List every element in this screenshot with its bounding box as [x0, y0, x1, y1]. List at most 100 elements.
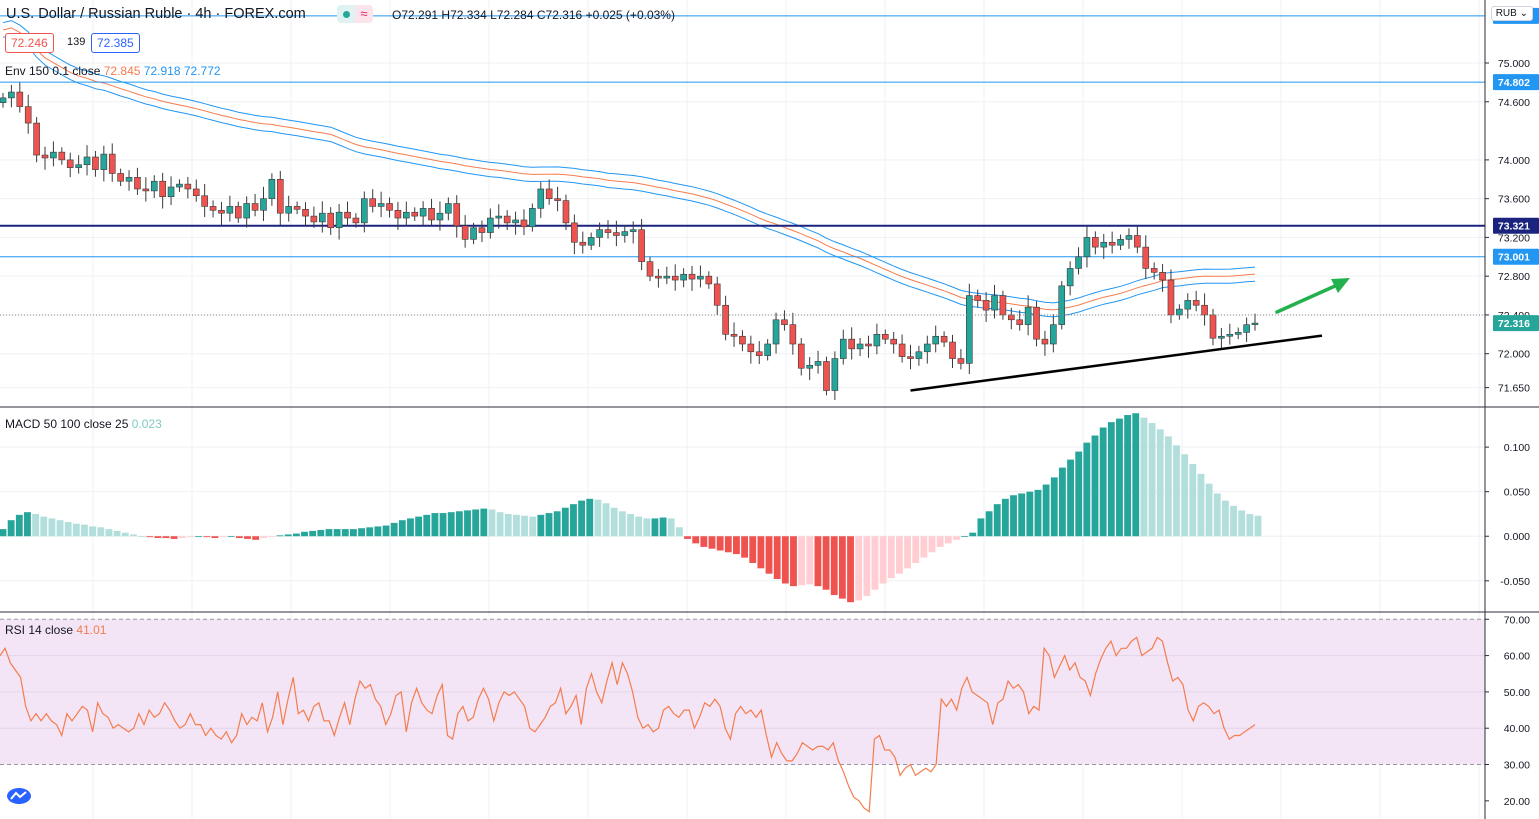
candle-down [352, 217, 360, 224]
rsi-tick-label: 30.00 [1504, 760, 1530, 772]
macd-bar [32, 513, 40, 537]
ohlc-values: O72.291 H72.334 L72.284 C72.316 +0.025 (… [392, 8, 675, 22]
candle-down [369, 198, 377, 207]
macd-bar [97, 527, 105, 537]
macd-bar [594, 499, 602, 537]
macd-bar [455, 511, 463, 537]
candle-up [377, 203, 385, 207]
candle-down [797, 343, 805, 369]
macd-bar [105, 529, 113, 537]
currency-button[interactable]: RUB ⌄ [1490, 6, 1533, 21]
green-arrow-drawing[interactable] [1275, 278, 1350, 314]
macd-bar [56, 520, 64, 537]
candle-down [41, 154, 49, 159]
envelope-legend[interactable]: Env 150 0.1 close 72.845 72.918 72.772 [5, 64, 221, 78]
price-axis[interactable]: 75.00074.60074.00073.60073.20072.80072.4… [1485, 7, 1539, 808]
macd-bar [407, 518, 414, 537]
macd-bar [472, 509, 480, 537]
candle-up [966, 295, 973, 364]
axis-label-bg [1493, 248, 1539, 265]
candle-down [579, 241, 587, 246]
candle-up [680, 273, 687, 281]
macd-bar [129, 534, 137, 537]
sell-button[interactable]: 72.246 [5, 33, 54, 53]
candle-down [1033, 306, 1040, 340]
candle-down [428, 208, 435, 221]
candle-up [512, 219, 519, 224]
rsi-legend[interactable]: RSI 14 close 41.01 [5, 623, 106, 637]
macd-bar [1099, 427, 1107, 537]
candle-down [503, 215, 511, 224]
candle-down [713, 283, 721, 306]
candle-down [865, 343, 872, 347]
macd-bar [1140, 417, 1148, 537]
candle-down [638, 229, 645, 262]
macd-bar [244, 536, 251, 539]
candle-down [613, 232, 620, 236]
candle-up [495, 215, 503, 219]
macd-bar [887, 536, 895, 579]
candle-down [1150, 268, 1158, 273]
price-tick-label: 73.600 [1498, 194, 1530, 206]
axis-label-text: 73.001 [1498, 252, 1530, 264]
candle-up [1117, 239, 1124, 246]
open-value: 72.291 [401, 8, 439, 22]
candle-down [344, 211, 351, 219]
candle-down [722, 304, 729, 335]
candle-down [789, 324, 797, 345]
market-status[interactable]: ≈ [337, 5, 373, 23]
macd-legend[interactable]: MACD 50 100 close 25 0.023 [5, 417, 162, 431]
candle-down [562, 200, 570, 224]
macd-bar [1067, 459, 1074, 537]
macd-bar [863, 536, 871, 596]
macd-bar [64, 521, 72, 537]
tradingview-logo-icon[interactable] [6, 787, 32, 805]
candle-up [991, 295, 998, 311]
candle-up [596, 229, 603, 238]
macd-bar [1124, 415, 1132, 537]
rsi-line [0, 636, 1256, 813]
macd-bar [1050, 477, 1058, 537]
axis-label-bg [1493, 217, 1539, 234]
candle-up [856, 343, 864, 350]
candle-up [319, 212, 326, 223]
envelope-upper [2, 20, 1256, 304]
level-price-label: 73.321 [1493, 217, 1539, 234]
macd-bar [504, 513, 512, 537]
candle-down [293, 206, 301, 210]
macd-bar [113, 530, 121, 537]
candle-down [898, 343, 906, 357]
candle-down [16, 91, 24, 107]
candle-down [58, 151, 66, 161]
envelope-lower-value: 72.772 [183, 64, 221, 78]
macd-bar [382, 525, 390, 537]
macd-bar [1107, 422, 1115, 537]
axis-label-text: 74.802 [1498, 77, 1530, 89]
candle-down [66, 159, 74, 168]
candle-down [982, 300, 990, 311]
candle-up [1075, 256, 1082, 269]
high-label: H [441, 8, 451, 22]
axis-label-bg [1493, 74, 1539, 91]
macd-bar [7, 520, 15, 537]
macd-bar [1221, 500, 1229, 537]
macd-bar [1001, 498, 1009, 537]
level-price-label: 73.001 [1493, 248, 1539, 265]
candle-down [1167, 279, 1175, 316]
horizontal-levels[interactable] [0, 15, 1485, 258]
macd-bar [847, 536, 854, 603]
symbol-title[interactable]: U.S. Dollar / Russian Ruble · 4h · FOREX… [6, 6, 306, 22]
candle-down [1192, 300, 1200, 306]
candle-up [260, 198, 267, 211]
price-tick-label: 72.800 [1498, 271, 1530, 283]
buy-button[interactable]: 72.385 [91, 33, 140, 53]
macd-bar [635, 516, 643, 537]
trendline[interactable] [910, 334, 1323, 392]
chevron-down-icon: ⌄ [1519, 8, 1528, 19]
sell-price: 72.246 [11, 36, 48, 50]
arrow-head [1331, 278, 1350, 293]
candle-up [529, 208, 536, 228]
macd-bar [969, 532, 977, 537]
rsi-tick-label: 50.00 [1504, 687, 1530, 699]
